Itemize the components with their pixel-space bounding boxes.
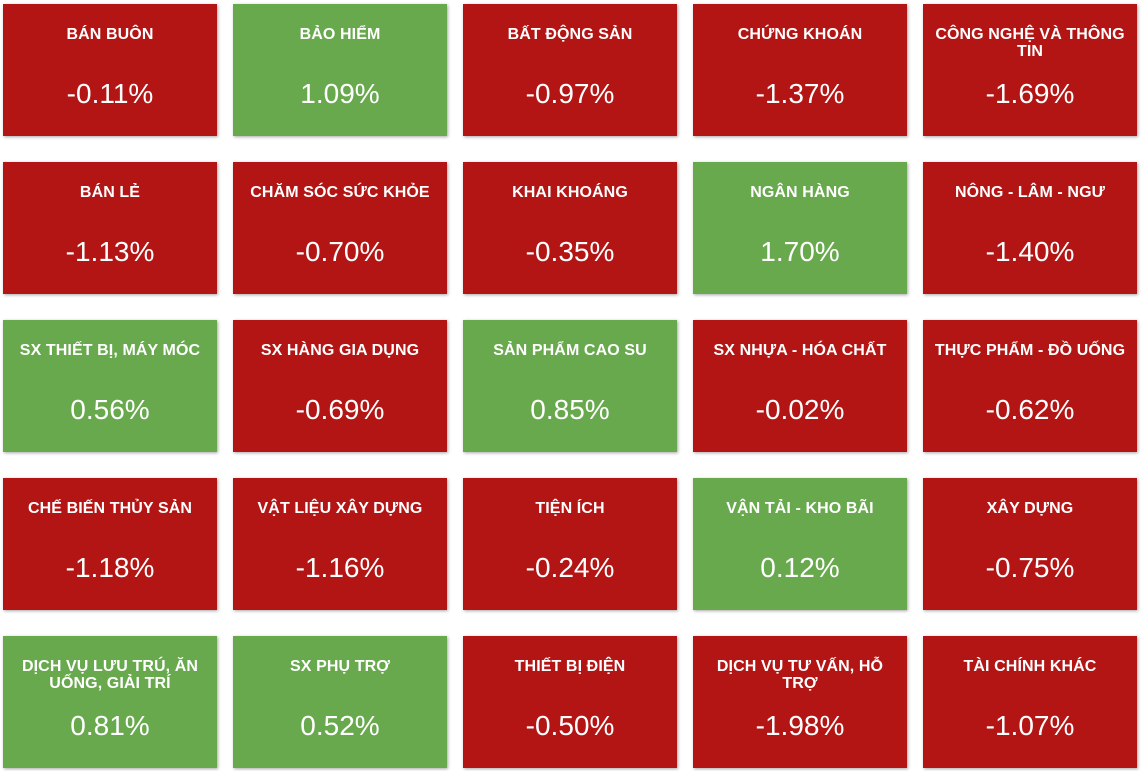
sector-name: TIỆN ÍCH	[535, 500, 605, 517]
sector-name: CHĂM SÓC SỨC KHỎE	[250, 184, 430, 201]
sector-tile: SX NHỰA - HÓA CHẤT -0.02%	[693, 320, 907, 452]
sector-change: -1.16%	[295, 552, 385, 583]
sector-tile: TIỆN ÍCH -0.24%	[463, 478, 677, 610]
sector-tile: THIẾT BỊ ĐIỆN -0.50%	[463, 636, 677, 768]
sector-change: 1.70%	[760, 236, 840, 267]
sector-name: XÂY DỰNG	[986, 500, 1074, 517]
sector-tile: NÔNG - LÂM - NGƯ -1.40%	[923, 162, 1137, 294]
sector-tile: TÀI CHÍNH KHÁC -1.07%	[923, 636, 1137, 768]
sector-change: 1.09%	[300, 78, 380, 109]
sector-tile: VẬN TẢI - KHO BÃI 0.12%	[693, 478, 907, 610]
sector-name: SX HÀNG GIA DỤNG	[260, 342, 420, 359]
sector-tile: DỊCH VỤ LƯU TRÚ, ĂN UỐNG, GIẢI TRÍ 0.81%	[3, 636, 217, 768]
sector-change: -1.69%	[985, 78, 1075, 109]
sector-tile: BẢO HIỂM 1.09%	[233, 4, 447, 136]
sector-tile: NGÂN HÀNG 1.70%	[693, 162, 907, 294]
sector-name: CÔNG NGHỆ VÀ THÔNG TIN	[935, 26, 1125, 60]
sector-change: -1.37%	[755, 78, 845, 109]
sector-tile: SX PHỤ TRỢ 0.52%	[233, 636, 447, 768]
sector-change: -0.02%	[755, 394, 845, 425]
sector-name: BẢO HIỂM	[299, 26, 381, 43]
sector-name: SX THIẾT BỊ, MÁY MÓC	[19, 342, 201, 359]
sector-change: -1.18%	[65, 552, 155, 583]
sector-tile: KHAI KHOÁNG -0.35%	[463, 162, 677, 294]
sector-name: DỊCH VỤ TƯ VẤN, HỖ TRỢ	[716, 658, 884, 692]
sector-change: 0.52%	[300, 710, 380, 741]
sector-name: DỊCH VỤ LƯU TRÚ, ĂN UỐNG, GIẢI TRÍ	[21, 658, 199, 692]
sector-name: BÁN BUÔN	[66, 26, 154, 43]
sector-tile: CHĂM SÓC SỨC KHỎE -0.70%	[233, 162, 447, 294]
sector-change: -0.50%	[525, 710, 615, 741]
sector-name: THỰC PHẨM - ĐỒ UỐNG	[934, 342, 1126, 359]
sector-change: -0.69%	[295, 394, 385, 425]
sector-change: -0.62%	[985, 394, 1075, 425]
sector-tile: CHỨNG KHOÁN -1.37%	[693, 4, 907, 136]
sector-change: -1.13%	[65, 236, 155, 267]
sector-change: -0.97%	[525, 78, 615, 109]
sector-name: THIẾT BỊ ĐIỆN	[514, 658, 626, 675]
sector-tile: SX HÀNG GIA DỤNG -0.69%	[233, 320, 447, 452]
sector-change: -1.40%	[985, 236, 1075, 267]
sector-change: -1.07%	[985, 710, 1075, 741]
sector-tile: SX THIẾT BỊ, MÁY MÓC 0.56%	[3, 320, 217, 452]
sector-tile: BẤT ĐỘNG SẢN -0.97%	[463, 4, 677, 136]
sector-name: SX PHỤ TRỢ	[290, 658, 390, 675]
sector-name: NÔNG - LÂM - NGƯ	[955, 184, 1105, 201]
sector-tile: THỰC PHẨM - ĐỒ UỐNG -0.62%	[923, 320, 1137, 452]
sector-name: VẬT LIỆU XÂY DỰNG	[257, 500, 423, 517]
sector-tile: BÁN BUÔN -0.11%	[3, 4, 217, 136]
sector-name: VẬN TẢI - KHO BÃI	[726, 500, 874, 517]
sector-change: -0.24%	[525, 552, 615, 583]
sector-change: -0.70%	[295, 236, 385, 267]
sector-tile: VẬT LIỆU XÂY DỰNG -1.16%	[233, 478, 447, 610]
sector-name: BẤT ĐỘNG SẢN	[507, 26, 633, 43]
sector-tile: CHẾ BIẾN THỦY SẢN -1.18%	[3, 478, 217, 610]
sector-change: -1.98%	[755, 710, 845, 741]
sector-tile: CÔNG NGHỆ VÀ THÔNG TIN -1.69%	[923, 4, 1137, 136]
sector-name: CHẾ BIẾN THỦY SẢN	[27, 500, 193, 517]
sector-name: KHAI KHOÁNG	[512, 184, 628, 201]
sector-name: SX NHỰA - HÓA CHẤT	[713, 342, 887, 359]
sector-name: SẢN PHẨM CAO SU	[493, 342, 647, 359]
sector-change: 0.56%	[70, 394, 150, 425]
sector-change: 0.12%	[760, 552, 840, 583]
sector-name: TÀI CHÍNH KHÁC	[963, 658, 1097, 675]
sector-name: CHỨNG KHOÁN	[737, 26, 863, 43]
sector-name: NGÂN HÀNG	[750, 184, 850, 201]
sector-tile: SẢN PHẨM CAO SU 0.85%	[463, 320, 677, 452]
sector-tile: XÂY DỰNG -0.75%	[923, 478, 1137, 610]
sector-change: -0.35%	[525, 236, 615, 267]
sector-change: 0.85%	[530, 394, 610, 425]
sector-change: -0.75%	[985, 552, 1075, 583]
sector-change: 0.81%	[70, 710, 150, 741]
sector-name: BÁN LẺ	[79, 184, 141, 201]
sector-tile: DỊCH VỤ TƯ VẤN, HỖ TRỢ -1.98%	[693, 636, 907, 768]
sector-tile: BÁN LẺ -1.13%	[3, 162, 217, 294]
sector-change: -0.11%	[66, 78, 154, 109]
